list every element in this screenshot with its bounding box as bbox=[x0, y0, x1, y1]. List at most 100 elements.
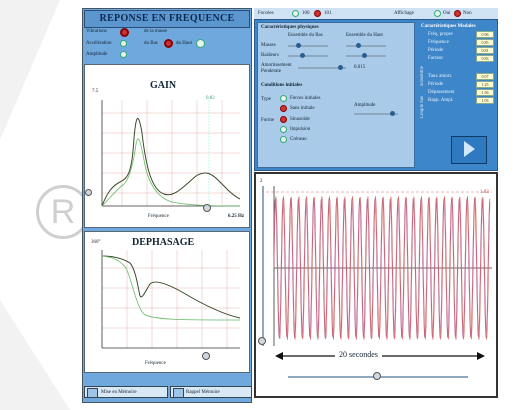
amortissement-slider[interactable] bbox=[298, 67, 346, 69]
memorize-button[interactable]: Mise en Mémoire bbox=[84, 386, 168, 398]
recall-button[interactable]: Rappel Mémoire bbox=[170, 386, 252, 398]
type-sans-label: Sans initiale bbox=[290, 106, 315, 111]
top-radio-1[interactable] bbox=[292, 10, 299, 17]
opt-bas-radio[interactable] bbox=[164, 39, 173, 48]
result-label: Facteur bbox=[428, 56, 443, 61]
mode-options: Vibrations de la masse Accélération du B… bbox=[86, 28, 248, 61]
result-value: 0.96 bbox=[476, 31, 494, 38]
results-title: Caractéristiques Modales bbox=[421, 24, 476, 29]
mode-label-amplitude: Amplitude bbox=[86, 52, 108, 57]
opt-bas-label: du Bas bbox=[144, 41, 158, 46]
results-panel: Caractéristiques Modales Ensemble Couple… bbox=[418, 22, 496, 118]
result-label: Période bbox=[428, 82, 444, 87]
top-options-bar: Forcées 100 101 Affichage Oui Non bbox=[254, 8, 498, 20]
mass-bas-curve bbox=[273, 195, 491, 341]
result-value: 0.83 bbox=[476, 55, 494, 62]
forme-radio-creneau[interactable] bbox=[280, 136, 287, 143]
phase-x-slider[interactable] bbox=[202, 352, 210, 360]
gain-graph bbox=[101, 100, 241, 207]
top-opt2-label: 101 bbox=[324, 11, 332, 16]
recall-label: Rappel Mémoire bbox=[186, 390, 220, 395]
physique-row-raideurs: Raideurs bbox=[261, 53, 279, 58]
mode-label-vibrations: Vibrations bbox=[86, 29, 107, 34]
memorize-checkbox-icon bbox=[87, 388, 98, 398]
mode-label: Forcées bbox=[258, 11, 274, 16]
physique-title: Caractéristiques physiques bbox=[261, 25, 319, 30]
initial-type-label: Type bbox=[261, 97, 271, 102]
raideur-haut-knob[interactable] bbox=[362, 53, 367, 58]
results-side1: Ensemble bbox=[420, 66, 425, 86]
result-value: 1.56 bbox=[476, 89, 494, 96]
affichage-radio-oui[interactable] bbox=[434, 10, 441, 17]
result-label: Taux amort. bbox=[428, 74, 453, 79]
gain-panel bbox=[84, 64, 250, 228]
forme-sinus-label: Sinusoïde bbox=[290, 117, 310, 122]
duration-label: 20 secondes bbox=[335, 350, 382, 359]
mode-label-acceleration: Accélération bbox=[86, 41, 112, 46]
masse-haut-knob[interactable] bbox=[356, 43, 361, 48]
amplitude-slider[interactable] bbox=[354, 113, 398, 115]
physical-characteristics: Caractéristiques physiques Ensemble du B… bbox=[257, 22, 415, 168]
time-slider[interactable] bbox=[373, 372, 381, 380]
physique-row-ponderate: Ponderate bbox=[261, 69, 281, 74]
physique-row-amortissement: Amortissement bbox=[261, 63, 292, 68]
result-label: Fréquence bbox=[428, 40, 449, 45]
mode-radio-amplitude[interactable] bbox=[120, 51, 127, 58]
phase-x-label: Fréquence bbox=[145, 361, 166, 366]
amortissement-value: 0.015 bbox=[354, 65, 366, 70]
masse-bas-knob[interactable] bbox=[296, 43, 301, 48]
amortissement-knob[interactable] bbox=[338, 65, 343, 70]
type-radio-forces[interactable] bbox=[280, 95, 287, 102]
amplitude-label: Amplitude bbox=[354, 103, 376, 108]
amplitude-knob[interactable] bbox=[390, 111, 395, 116]
result-label: Rapp. Ampl. bbox=[428, 98, 454, 103]
initial-forme-label: Forme bbox=[261, 118, 275, 123]
mode-radio-acceleration[interactable] bbox=[120, 40, 127, 47]
opt-masse-label: de la masse bbox=[144, 29, 168, 34]
gain-y-slider[interactable] bbox=[85, 189, 92, 196]
memorize-label: Mise en Mémoire bbox=[101, 390, 137, 395]
forme-impulsion-label: Impulsion bbox=[290, 127, 311, 132]
forme-creneau-label: Créneau bbox=[290, 137, 307, 142]
recall-checkbox-icon bbox=[173, 388, 184, 398]
affichage-non-label: Non bbox=[463, 11, 472, 16]
top-opt1-label: 100 bbox=[302, 11, 310, 16]
forme-radio-impulsion[interactable] bbox=[280, 126, 287, 133]
top-radio-2[interactable] bbox=[314, 10, 321, 17]
result-value: 0.85 bbox=[476, 39, 494, 46]
opt-haut-label: du Haut bbox=[176, 41, 192, 46]
results-side2: Couple bas bbox=[420, 96, 425, 119]
result-value: 0.07 bbox=[476, 73, 494, 80]
opt-haut-radio[interactable] bbox=[196, 39, 205, 48]
gain-x-slider[interactable] bbox=[203, 204, 211, 212]
result-value: 0.81 bbox=[476, 47, 494, 54]
result-label: Fréq. propre bbox=[428, 32, 453, 37]
raideur-bas-knob[interactable] bbox=[300, 53, 305, 58]
result-value: 1.25 bbox=[476, 81, 494, 88]
type-radio-sans[interactable] bbox=[280, 105, 287, 112]
sim-y-label: 2 bbox=[260, 179, 263, 184]
phase-y-label: 360° bbox=[91, 240, 101, 245]
forme-radio-sinus[interactable] bbox=[280, 116, 287, 123]
physique-row-masses: Masses bbox=[261, 43, 276, 48]
phase-graph bbox=[101, 250, 241, 349]
sim-vertical-track bbox=[262, 186, 264, 346]
result-label: Dépassement bbox=[428, 90, 455, 95]
gain-y-label: 7.5 bbox=[92, 89, 99, 94]
mode-radio-vibrations[interactable] bbox=[120, 28, 129, 37]
masse-bas-slider[interactable] bbox=[288, 45, 328, 47]
initial-title: Conditions initiales bbox=[261, 83, 303, 88]
affichage-radio-non[interactable] bbox=[454, 10, 461, 17]
result-value: 1.03 bbox=[476, 97, 494, 104]
background-decoration bbox=[0, 0, 70, 410]
affichage-oui-label: Oui bbox=[443, 11, 451, 16]
masse-haut-slider[interactable] bbox=[346, 45, 386, 47]
raideur-bas-slider[interactable] bbox=[288, 55, 328, 57]
gain-title: GAIN bbox=[150, 80, 177, 91]
phase-panel bbox=[84, 231, 250, 373]
affichage-label: Affichage bbox=[394, 11, 414, 16]
sim-vertical-slider[interactable] bbox=[258, 337, 266, 345]
result-label: Période bbox=[428, 48, 444, 53]
phase-title: DEPHASAGE bbox=[132, 237, 195, 248]
oscillation-graph bbox=[266, 186, 492, 346]
